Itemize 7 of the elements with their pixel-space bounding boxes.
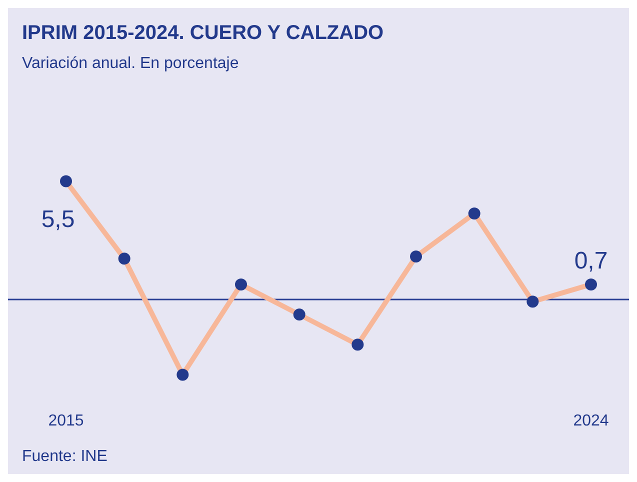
- source-note: Fuente: INE: [22, 448, 108, 466]
- x-tick-label: 2015: [48, 412, 84, 430]
- chart-subtitle: Variación anual. En porcentaje: [22, 55, 239, 73]
- x-tick-label: 2024: [573, 412, 609, 430]
- data-label: 5,5: [41, 206, 75, 234]
- chart-title: IPRIM 2015-2024. CUERO Y CALZADO: [22, 22, 384, 45]
- data-label: 0,7: [574, 247, 608, 274]
